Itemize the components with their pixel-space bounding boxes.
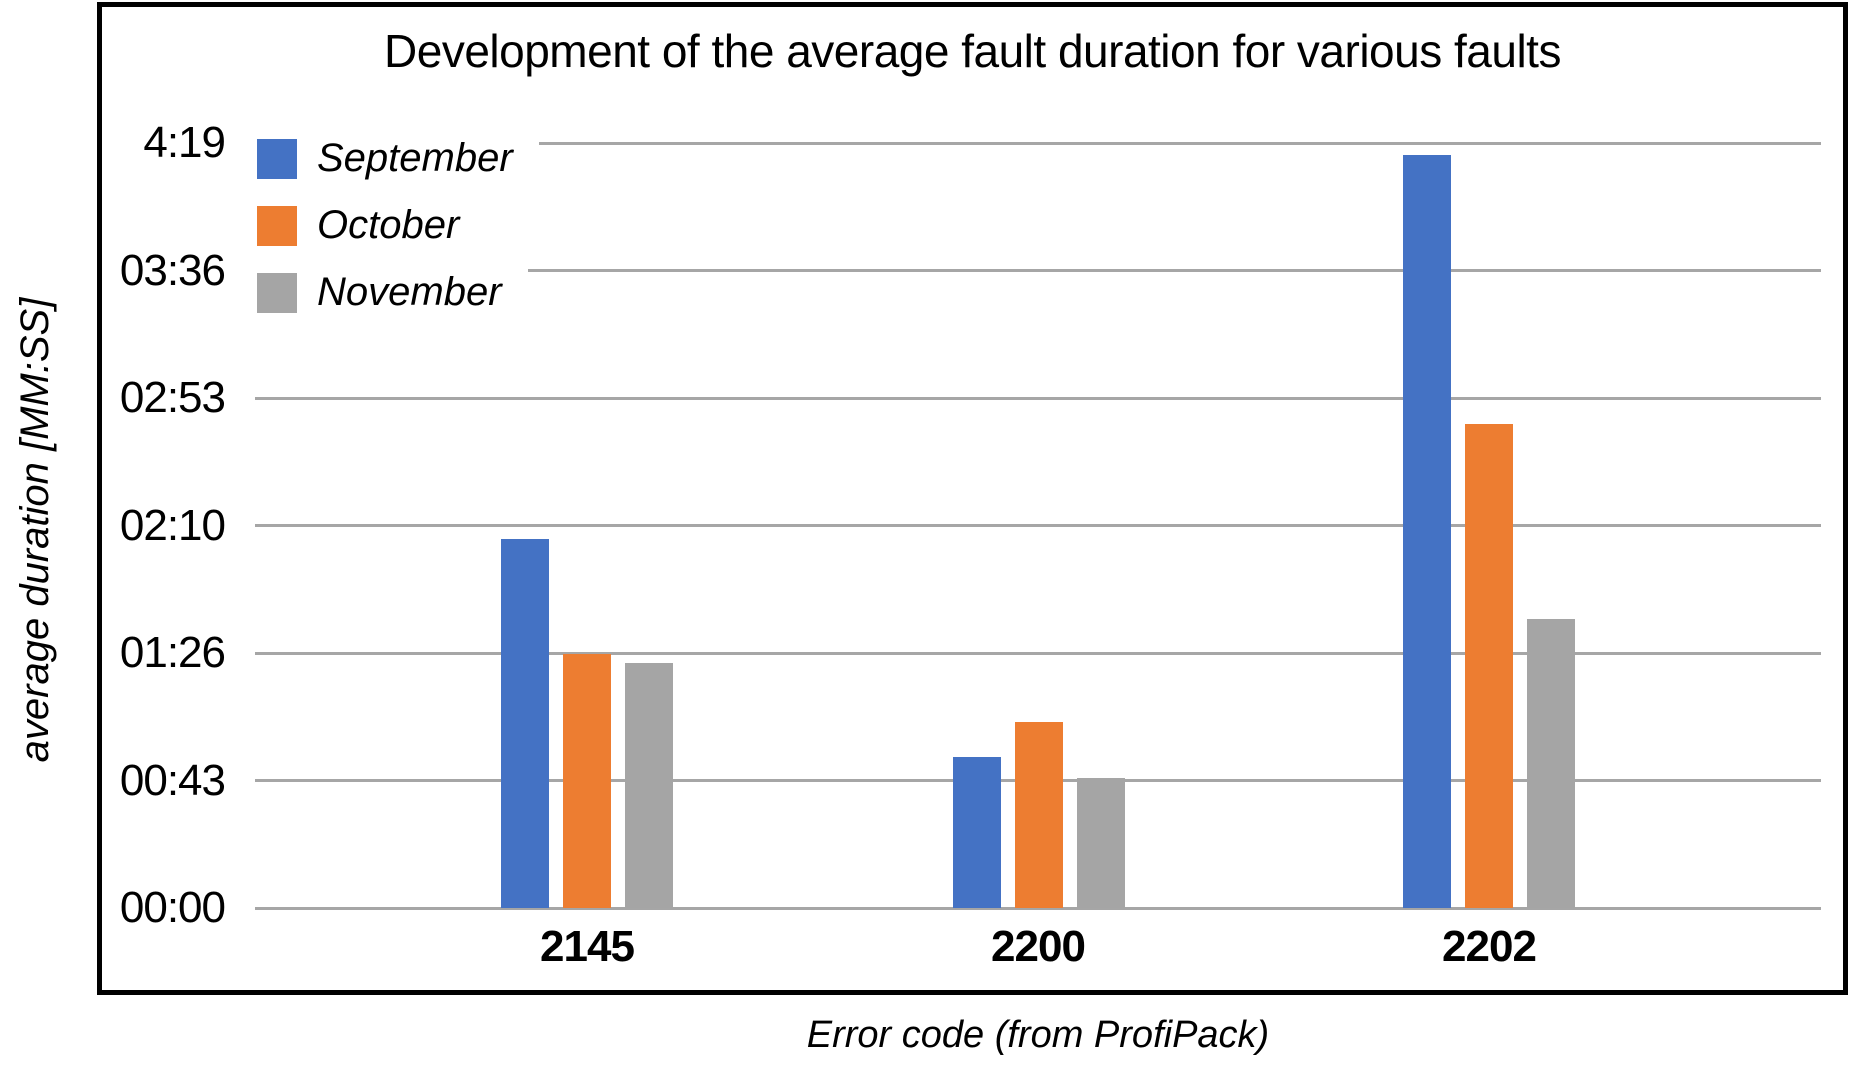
x-tick-label-2200: 2200 — [991, 922, 1086, 971]
legend-swatch-november-icon — [257, 272, 297, 313]
bar-september-2145 — [501, 539, 549, 908]
legend-item-november: November — [250, 268, 528, 317]
gridline-02:53 — [255, 396, 1821, 400]
x-tick-label-2202: 2202 — [1442, 922, 1537, 971]
chart-title: Development of the average fault duratio… — [384, 25, 1561, 77]
y-tick-label-03:36: 03:36 — [119, 245, 226, 295]
y-tick-label-00:43: 00:43 — [119, 755, 226, 805]
y-tick-label-4:19: 4:19 — [143, 118, 226, 167]
bar-october-2202 — [1465, 424, 1513, 908]
bar-november-2145 — [625, 663, 673, 908]
plot-area — [255, 141, 1821, 910]
legend-swatch-october-icon — [257, 205, 297, 246]
gridline-01:26 — [255, 651, 1821, 655]
legend-item-september: September — [250, 134, 539, 183]
legend: September October November — [250, 134, 539, 335]
bar-september-2202 — [1403, 155, 1451, 908]
y-tick-label-01:26: 01:26 — [119, 628, 226, 677]
legend-label-september: September — [317, 136, 513, 180]
bar-november-2200 — [1077, 778, 1125, 908]
x-axis-title: Error code (from ProfiPack) — [806, 1014, 1270, 1056]
gridline-00:00 — [255, 906, 1821, 910]
y-tick-label-00:00: 00:00 — [119, 883, 226, 932]
bar-october-2145 — [563, 654, 611, 908]
y-tick-label-02:10: 02:10 — [119, 500, 226, 550]
y-tick-label-02:53: 02:53 — [119, 373, 226, 422]
bar-october-2200 — [1015, 722, 1063, 908]
bar-november-2202 — [1527, 619, 1575, 908]
x-tick-label-2145: 2145 — [540, 922, 635, 971]
bar-september-2200 — [953, 757, 1001, 908]
legend-label-november: November — [317, 270, 502, 314]
gridline-03:36 — [255, 269, 1821, 272]
legend-item-october: October — [250, 201, 486, 250]
legend-label-october: October — [317, 203, 460, 247]
gridline-4:19 — [255, 141, 1821, 145]
gridline-02:10 — [255, 524, 1821, 527]
legend-swatch-september-icon — [257, 138, 297, 179]
